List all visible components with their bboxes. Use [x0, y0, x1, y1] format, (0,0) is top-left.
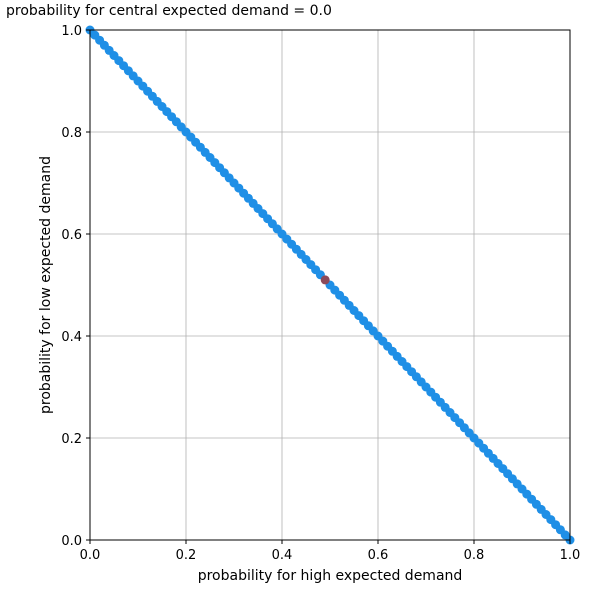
y-tick-label: 0.8: [61, 126, 82, 141]
x-tick-label: 0.2: [176, 548, 197, 563]
plot-frame: [89, 29, 571, 541]
y-axis-label: probability for low expected demand: [38, 156, 54, 414]
x-tick-label: 1.0: [560, 548, 581, 563]
x-tick-label: 0.0: [80, 548, 101, 563]
x-tick-label: 0.8: [464, 548, 485, 563]
y-tick-label: 0.2: [61, 432, 82, 447]
y-tick-label: 0.6: [61, 228, 82, 243]
x-tick-label: 0.6: [368, 548, 389, 563]
y-tick-label: 1.0: [61, 24, 82, 39]
points-layer: [85, 25, 575, 545]
highlighted-data-point: [320, 275, 330, 285]
x-axis-label: probability for high expected demand: [198, 568, 463, 584]
x-tick-label: 0.4: [272, 548, 293, 563]
y-tick-label: 0.0: [61, 534, 82, 549]
y-tick-label: 0.4: [61, 330, 82, 345]
ticks-layer: 0.0 0.2 0.4 0.6 0.8 1.0 0.0 0.2 0.4 0.6 0.8 1.0: [61, 24, 580, 563]
chart-title: probability for central expected demand …: [6, 3, 332, 19]
